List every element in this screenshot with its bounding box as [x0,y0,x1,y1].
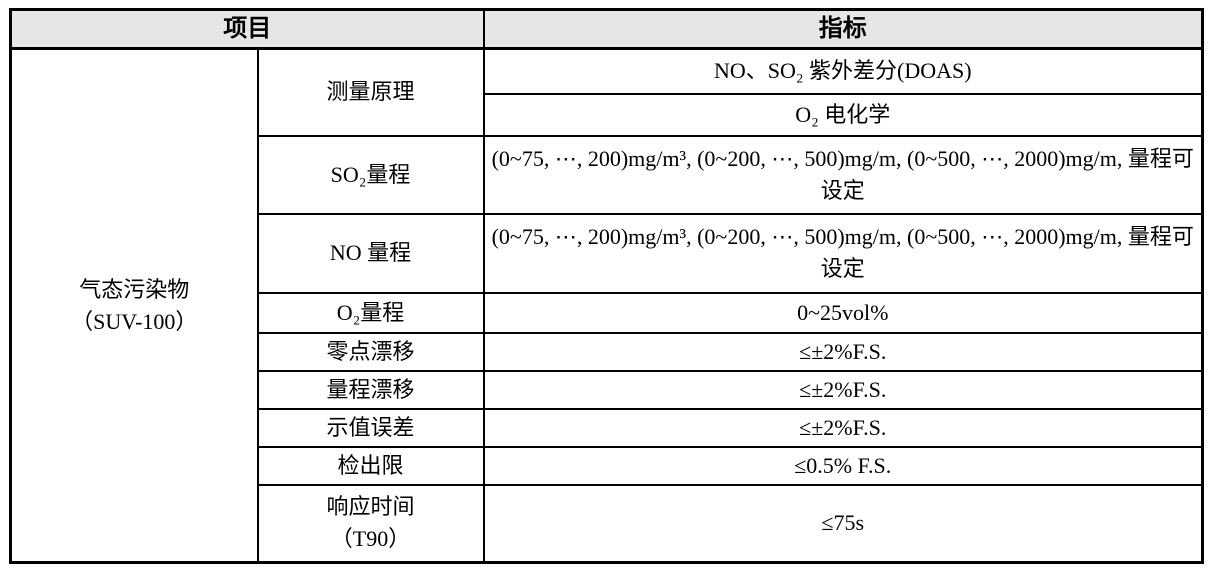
header-cell-indicator: 指标 [482,8,1204,50]
row-value-no-range: (0~75, ⋯, 200)mg/m³, (0~200, ⋯, 500)mg/m… [482,212,1204,294]
row-label-measure-principle: 测量原理 [256,47,485,137]
table-row: 响应时间 （T90） ≤75s [11,483,1204,564]
table-row: 检出限 ≤0.5% F.S. [11,445,1204,486]
row-label-detection-limit: 检出限 [256,445,485,486]
row-value-o2-range: 0~25vol% [482,291,1204,334]
row-label-indication-error: 示值误差 [256,407,485,448]
row-label-no-range: NO 量程 [256,212,485,294]
row-value-detection-limit: ≤0.5% F.S. [482,445,1204,486]
row-label-zero-drift: 零点漂移 [256,331,485,372]
row-label-o2-range: O₂量程 [256,291,485,334]
table-row: O₂ 电化学 [11,92,1204,137]
table-row: 零点漂移 ≤±2%F.S. [11,331,1204,372]
row-value-zero-drift: ≤±2%F.S. [482,331,1204,372]
row-value-indication-error: ≤±2%F.S. [482,407,1204,448]
row-label-span-drift: 量程漂移 [256,369,485,410]
header-row: 项目 指标 [9,8,1204,50]
header-cell-project: 项目 [9,8,485,50]
table-row: SO₂量程 (0~75, ⋯, 200)mg/m³, (0~200, ⋯, 50… [11,134,1204,215]
spec-table: 项目 指标 气态污染物 （SUV-100） 测量原理 NO、SO₂ 紫外差分(D… [9,8,1204,564]
row-value-principle-doas: NO、SO₂ 紫外差分(DOAS) [482,47,1204,95]
row-label-response-time: 响应时间 （T90） [256,483,485,564]
group-label-cell: 气态污染物 （SUV-100） [9,47,259,564]
row-value-span-drift: ≤±2%F.S. [482,369,1204,410]
row-value-response-time: ≤75s [482,483,1204,564]
row-value-principle-electrochem: O₂ 电化学 [482,92,1204,137]
row-value-so2-range: (0~75, ⋯, 200)mg/m³, (0~200, ⋯, 500)mg/m… [482,134,1204,215]
table-row: O₂量程 0~25vol% [11,291,1204,334]
table-row: 量程漂移 ≤±2%F.S. [11,369,1204,410]
table-row: NO 量程 (0~75, ⋯, 200)mg/m³, (0~200, ⋯, 50… [11,212,1204,294]
table-row: 示值误差 ≤±2%F.S. [11,407,1204,448]
table-row: 气态污染物 （SUV-100） 测量原理 NO、SO₂ 紫外差分(DOAS) [9,47,1204,564]
row-label-so2-range: SO₂量程 [256,134,485,215]
